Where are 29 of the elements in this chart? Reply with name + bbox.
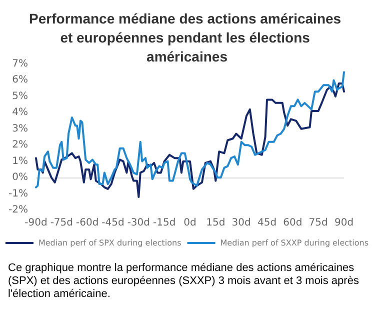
text: Ce graphique montre la performance médiane des actions américaines (SPX) et des actions européennes (SXXP) 3 mois avant et 3 mois après l'élection américaine.	[8, 262, 360, 301]
y-tick-label: 0%	[12, 172, 28, 184]
x-tick-label: -15d	[152, 218, 176, 228]
x-tick-label: 45d	[257, 218, 277, 228]
x-tick-label: 30d	[232, 218, 251, 228]
x-tick-label: -45d	[102, 218, 124, 228]
x-tick-label: 90d	[334, 218, 354, 228]
y-tick-label: 4%	[12, 107, 28, 118]
y-tick-label: -1%	[8, 188, 28, 200]
x-tick-label: 15d	[206, 218, 226, 228]
y-tick-label: 3%	[12, 123, 28, 134]
y-tick-label: -2%	[8, 204, 28, 216]
x-tick-label: -60d	[76, 218, 99, 228]
y-tick-label: 7%	[12, 58, 28, 70]
y-tick-label: 6%	[12, 74, 28, 86]
line-series	[35, 71, 345, 188]
x-tick-label: 0d	[184, 218, 196, 228]
x-tick-label: -30d	[127, 218, 150, 228]
x-tick-label: 75d	[308, 218, 328, 228]
y-tick-label: 1%	[12, 156, 28, 167]
x-tick-label: -90d	[24, 218, 48, 228]
x-tick-label: 60d	[283, 218, 302, 228]
y-tick-label: 5%	[12, 90, 28, 102]
line-series	[35, 82, 345, 198]
legend-label: Median perf of SXXP during elections	[220, 238, 369, 248]
legend-label: Median perf of SPX during elections	[38, 238, 182, 248]
chart-title: Performance médiane des actions américaines et européennes pendant les élections américaines	[29, 10, 345, 64]
y-tick-label: 2%	[12, 140, 28, 151]
x-tick-label: -75d	[50, 218, 74, 228]
